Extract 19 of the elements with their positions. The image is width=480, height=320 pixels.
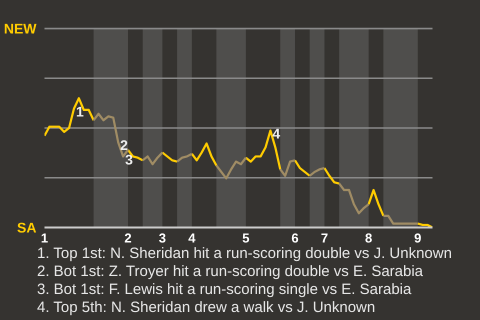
x-tick-label: 3 xyxy=(158,230,166,246)
annotation: 2 xyxy=(120,137,128,154)
text: 2. Bot 1st: Z. Troyer hit a run-scoring double vs E. Sarabia xyxy=(37,263,424,280)
annotation: 4 xyxy=(272,126,280,142)
x-tick-label: 9 xyxy=(414,230,422,246)
x-tick-label: 8 xyxy=(365,230,372,246)
annotation: 3 xyxy=(125,151,134,168)
x-tick-label: 2 xyxy=(124,230,132,246)
x-tick-label: 7 xyxy=(320,230,328,246)
annotation: 1 xyxy=(76,104,84,120)
x-tick-label: 5 xyxy=(242,230,250,246)
text: 4. Top 5th: N. Sheridan drew a walk vs J. Unknown xyxy=(37,299,376,316)
text: 1. Top 1st: N. Sheridan hit a run-scoring double vs J. Unknown xyxy=(37,245,452,262)
text: NEW xyxy=(4,20,38,36)
text: SA xyxy=(17,220,37,236)
x-tick-label: 6 xyxy=(291,230,299,246)
x-tick-label: 1 xyxy=(40,230,48,246)
x-tick-label: 4 xyxy=(188,230,196,246)
text: 3. Bot 1st: F. Lewis hit a run-scoring single vs E. Sarabia xyxy=(37,281,412,298)
